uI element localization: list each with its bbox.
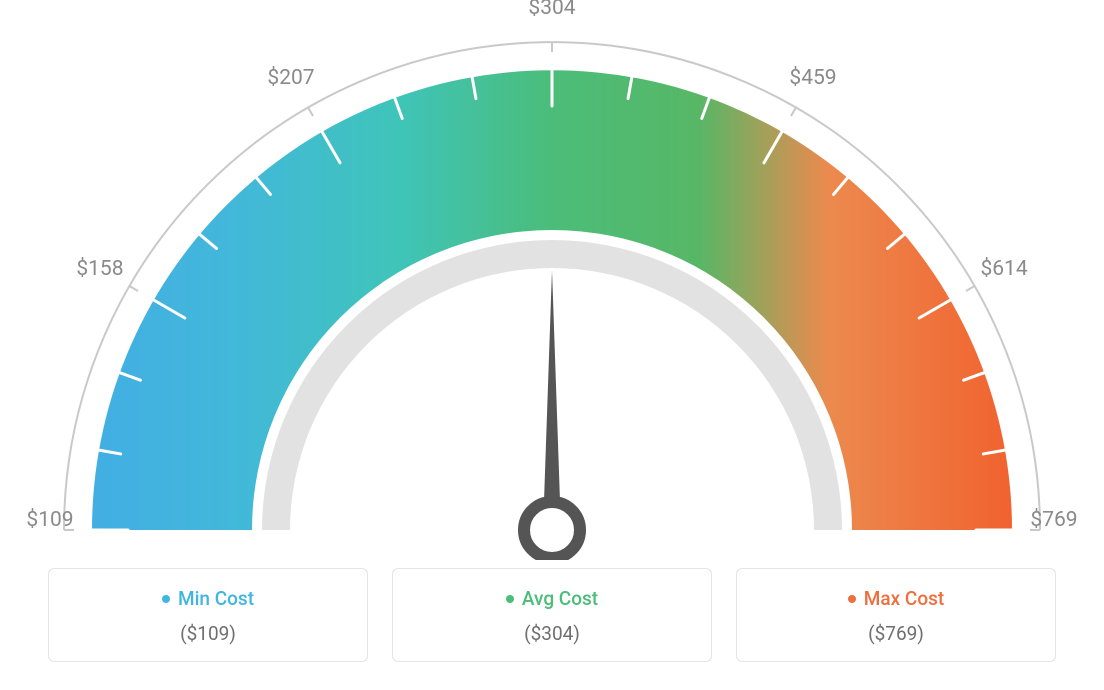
gauge-tick-label: $158 (76, 257, 123, 281)
gauge-area: $109 $158 $207 $304 $459 $614 $769 (0, 0, 1104, 560)
gauge-svg (0, 0, 1104, 560)
legend-title-min: Min Cost (162, 587, 254, 610)
cost-gauge-chart: $109 $158 $207 $304 $459 $614 $769 Min Cost ($… (0, 0, 1104, 690)
legend-dot-min (162, 595, 170, 603)
legend-card-min: Min Cost ($109) (48, 568, 368, 662)
legend-value-min: ($109) (59, 622, 357, 645)
legend-title-max: Max Cost (848, 587, 944, 610)
legend-value-avg: ($304) (403, 622, 701, 645)
gauge-tick-label: $304 (528, 0, 575, 20)
legend-label-max: Max Cost (864, 587, 944, 610)
legend-card-max: Max Cost ($769) (736, 568, 1056, 662)
legend-card-avg: Avg Cost ($304) (392, 568, 712, 662)
gauge-tick-label: $459 (789, 66, 836, 90)
gauge-tick-label: $207 (267, 66, 314, 90)
gauge-tick-label: $769 (1030, 508, 1077, 532)
legend-title-avg: Avg Cost (506, 587, 598, 610)
gauge-tick-label: $109 (26, 508, 73, 532)
legend-row: Min Cost ($109) Avg Cost ($304) Max Cost… (48, 568, 1056, 662)
legend-label-min: Min Cost (178, 587, 254, 610)
gauge-tick-label: $614 (980, 257, 1027, 281)
legend-label-avg: Avg Cost (522, 587, 598, 610)
legend-value-max: ($769) (747, 622, 1045, 645)
legend-dot-max (848, 595, 856, 603)
legend-dot-avg (506, 595, 514, 603)
